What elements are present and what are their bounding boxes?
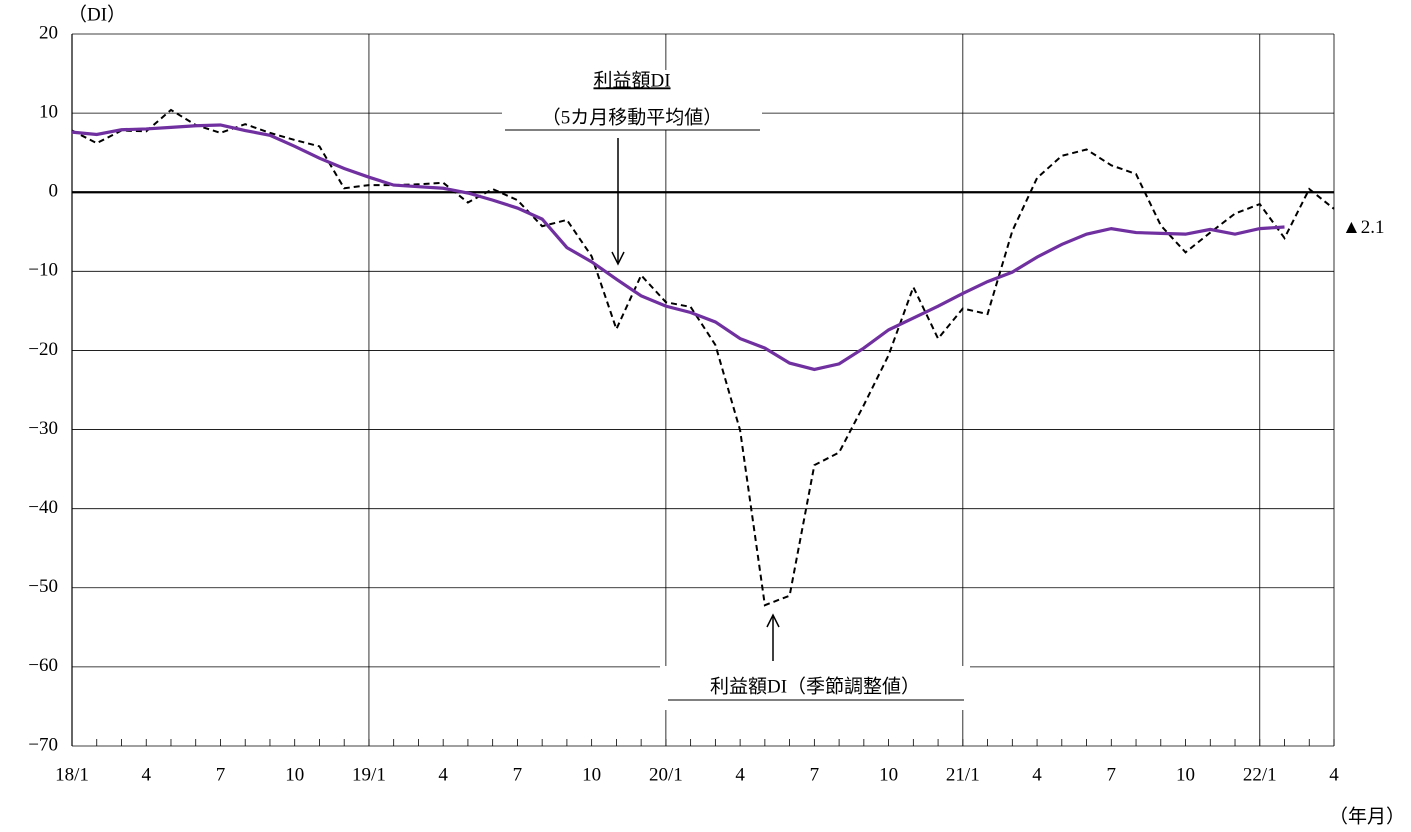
notes: 利益額DI （5カ月移動平均値） 利益額DI（季節調整値） (502, 69, 970, 710)
arrow-head (611, 251, 625, 266)
series-line (71, 123, 1285, 372)
x-tick-label: 4 (1329, 764, 1339, 785)
y-tick-label: −70 (28, 734, 58, 755)
x-tick-label: 4 (1032, 764, 1042, 785)
y-tick-label: −10 (28, 260, 58, 281)
y-tick-label: −30 (28, 418, 58, 439)
y-tick-label: −40 (28, 497, 58, 518)
label-background (502, 70, 762, 130)
x-tick-label: 10 (879, 764, 898, 785)
x-tick-label: 10 (285, 764, 304, 785)
y-tick-label: 10 (39, 101, 58, 122)
data-label: ▲2.1 (1342, 217, 1385, 238)
y-tick-label: −60 (28, 655, 58, 676)
x-tick-label: 7 (1107, 764, 1117, 785)
x-tick-label: 18/1 (55, 764, 89, 785)
x-tick-label: 21/1 (946, 764, 980, 785)
y-tick-label: 20 (39, 22, 58, 43)
series-line (71, 108, 1335, 607)
arrow-head (766, 613, 780, 628)
x-tick-label: 19/1 (352, 764, 386, 785)
series-label: （5カ月移動平均値） (542, 106, 723, 128)
x-unit: （年月） (1329, 805, 1405, 827)
x-tick-label: 4 (735, 764, 745, 785)
series-label: 利益額DI（季節調整値） (710, 675, 920, 697)
label-background (660, 666, 970, 710)
x-tick-label: 4 (438, 764, 448, 785)
y-tick-label: −20 (28, 339, 58, 360)
grid: −70 −60 −50 −40 −30 −20 −10 0 10 20 18/1 4 7 10 19/1 4 7… (28, 22, 1339, 785)
x-tick-label: 20/1 (649, 764, 683, 785)
x-tick-label: 10 (582, 764, 601, 785)
series-label: 利益額DI (593, 69, 670, 91)
x-tick-label: 7 (513, 764, 523, 785)
x-tick-label: 10 (1176, 764, 1195, 785)
y-unit: （DI） (68, 3, 126, 25)
y-tick-label: 0 (49, 181, 59, 202)
x-tick-label: 4 (141, 764, 151, 785)
marks: ▲2.1 (71, 108, 1385, 607)
x-tick-label: 7 (810, 764, 820, 785)
x-tick-label: 7 (216, 764, 226, 785)
y-tick-label: −50 (28, 576, 58, 597)
x-tick-label: 22/1 (1243, 764, 1277, 785)
